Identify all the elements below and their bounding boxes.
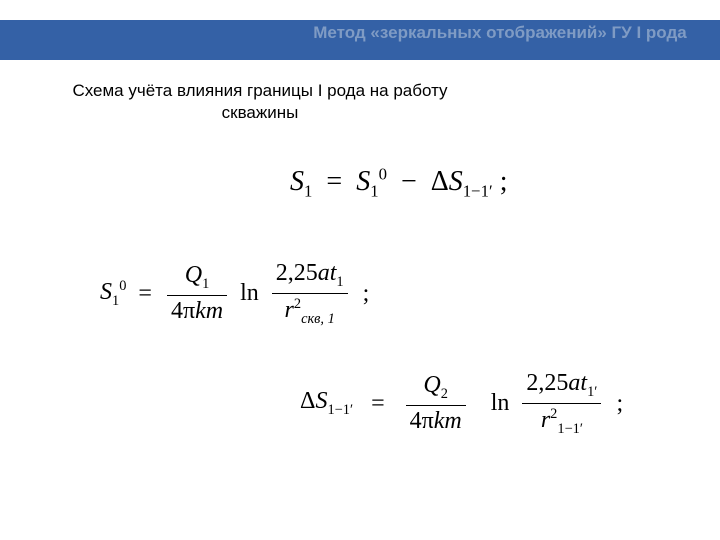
eq3-f1-den-km: km bbox=[434, 408, 462, 434]
eq2-f2-den-rsub: скв, 1 bbox=[301, 311, 335, 327]
eq3-lhs-sym: S bbox=[315, 388, 327, 414]
eq3-lhs-sub: 1−1′ bbox=[327, 402, 353, 418]
eq2-f2-den-rsup: 2 bbox=[294, 296, 301, 312]
eq3-f2-den-rsup: 2 bbox=[550, 406, 557, 422]
eq2-ln: ln bbox=[240, 280, 259, 306]
eq2-f2-num-a: a bbox=[318, 260, 330, 286]
eq2-f2-den-r: r bbox=[285, 297, 294, 323]
eq2-frac2: 2,25at1 r2скв, 1 bbox=[272, 260, 348, 328]
eq1-t1-sym: S bbox=[356, 166, 370, 197]
eq2-f1-num-sym: Q bbox=[185, 262, 202, 288]
eq2-semicolon: ; bbox=[363, 280, 370, 306]
eq1-t2-S: S bbox=[449, 166, 463, 197]
eq3-lhs-delta: Δ bbox=[300, 388, 315, 414]
eq2-f2-num-tsub: 1 bbox=[336, 274, 343, 290]
eq1-t2-delta: Δ bbox=[431, 166, 449, 197]
eq3-f2-den-rsub: 1−1′ bbox=[557, 421, 583, 437]
eq1-t2-sub: 1−1′ bbox=[463, 182, 493, 201]
subtitle-text: Схема учёта влияния границы I рода на ра… bbox=[40, 80, 480, 124]
eq1-equals: = bbox=[326, 166, 342, 197]
eq1-lhs-sym: S bbox=[290, 166, 304, 197]
eq2-f2-num-const: 2,25 bbox=[276, 260, 318, 286]
eq3-f1-num-sub: 2 bbox=[441, 386, 448, 402]
equation-2: S10 = Q1 4πkm ln 2,25at1 r2скв, 1 ; bbox=[100, 260, 369, 328]
eq3-frac1: Q2 4πkm bbox=[406, 372, 466, 435]
eq3-f2-num-const: 2,25 bbox=[526, 370, 568, 396]
eq2-frac1: Q1 4πkm bbox=[167, 262, 227, 325]
eq3-f1-den-4pi: 4π bbox=[410, 408, 434, 434]
eq3-equals: = bbox=[371, 390, 385, 416]
eq3-f2-den-r: r bbox=[541, 407, 550, 433]
header-title: Метод «зеркальных отображений» ГУ I рода bbox=[310, 22, 690, 43]
equation-1: S1 = S10 − ΔS1−1′ ; bbox=[290, 165, 507, 202]
eq2-equals: = bbox=[138, 280, 152, 306]
eq2-lhs-sup: 0 bbox=[119, 278, 126, 294]
eq3-f2-num-a: a bbox=[568, 370, 580, 396]
eq2-f1-den-4pi: 4π bbox=[171, 298, 195, 324]
eq1-lhs-sub: 1 bbox=[304, 182, 312, 201]
eq3-frac2: 2,25at1′ r21−1′ bbox=[522, 370, 601, 438]
eq3-f1-num-sym: Q bbox=[423, 372, 440, 398]
eq1-t1-sup: 0 bbox=[379, 165, 387, 184]
equation-3: ΔS1−1′ = Q2 4πkm ln 2,25at1′ r21−1′ ; bbox=[300, 370, 623, 438]
eq2-lhs-sub: 1 bbox=[112, 293, 119, 309]
eq2-f1-num-sub: 1 bbox=[202, 276, 209, 292]
eq1-t1-sub: 1 bbox=[370, 182, 378, 201]
eq3-f2-num-tsub: 1′ bbox=[587, 384, 597, 400]
eq3-semicolon: ; bbox=[616, 390, 623, 416]
eq1-semicolon: ; bbox=[500, 166, 508, 197]
eq2-lhs-sym: S bbox=[100, 279, 112, 305]
eq2-f1-den-km: km bbox=[195, 298, 223, 324]
eq1-minus: − bbox=[401, 166, 417, 197]
eq3-ln: ln bbox=[491, 390, 510, 416]
